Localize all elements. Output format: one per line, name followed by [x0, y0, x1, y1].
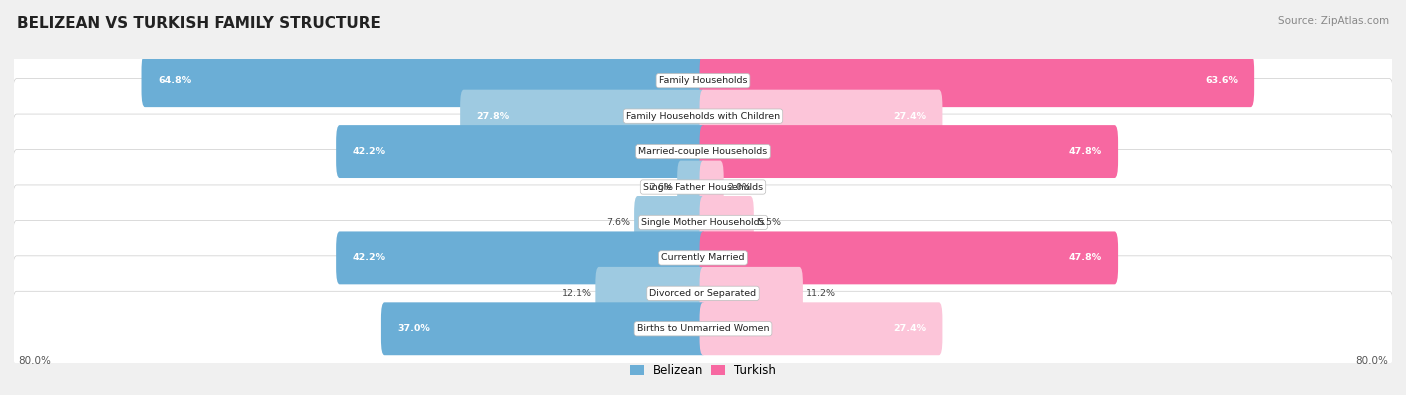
- Legend: Belizean, Turkish: Belizean, Turkish: [626, 359, 780, 382]
- Text: Source: ZipAtlas.com: Source: ZipAtlas.com: [1278, 16, 1389, 26]
- FancyBboxPatch shape: [142, 54, 706, 107]
- Text: 47.8%: 47.8%: [1069, 147, 1102, 156]
- FancyBboxPatch shape: [700, 90, 942, 143]
- FancyBboxPatch shape: [13, 149, 1393, 224]
- FancyBboxPatch shape: [700, 196, 754, 249]
- Text: BELIZEAN VS TURKISH FAMILY STRUCTURE: BELIZEAN VS TURKISH FAMILY STRUCTURE: [17, 16, 381, 31]
- Text: 47.8%: 47.8%: [1069, 254, 1102, 262]
- Text: 80.0%: 80.0%: [1355, 356, 1388, 365]
- FancyBboxPatch shape: [700, 160, 724, 213]
- Text: 27.4%: 27.4%: [893, 324, 927, 333]
- Text: 5.5%: 5.5%: [758, 218, 782, 227]
- Text: Single Mother Households: Single Mother Households: [641, 218, 765, 227]
- FancyBboxPatch shape: [13, 43, 1393, 118]
- FancyBboxPatch shape: [700, 54, 1254, 107]
- FancyBboxPatch shape: [13, 291, 1393, 366]
- Text: Single Father Households: Single Father Households: [643, 182, 763, 192]
- Text: 63.6%: 63.6%: [1205, 76, 1237, 85]
- Text: 27.4%: 27.4%: [893, 112, 927, 120]
- FancyBboxPatch shape: [13, 256, 1393, 331]
- FancyBboxPatch shape: [678, 160, 706, 213]
- Text: Family Households with Children: Family Households with Children: [626, 112, 780, 120]
- FancyBboxPatch shape: [700, 125, 1118, 178]
- FancyBboxPatch shape: [700, 302, 942, 355]
- FancyBboxPatch shape: [336, 231, 706, 284]
- FancyBboxPatch shape: [700, 231, 1118, 284]
- Text: 80.0%: 80.0%: [18, 356, 51, 365]
- FancyBboxPatch shape: [13, 220, 1393, 295]
- FancyBboxPatch shape: [13, 185, 1393, 260]
- FancyBboxPatch shape: [700, 267, 803, 320]
- FancyBboxPatch shape: [460, 90, 706, 143]
- Text: 11.2%: 11.2%: [807, 289, 837, 298]
- Text: 42.2%: 42.2%: [353, 254, 385, 262]
- FancyBboxPatch shape: [336, 125, 706, 178]
- Text: 12.1%: 12.1%: [562, 289, 592, 298]
- Text: Married-couple Households: Married-couple Households: [638, 147, 768, 156]
- Text: 2.6%: 2.6%: [650, 182, 673, 192]
- FancyBboxPatch shape: [13, 79, 1393, 154]
- Text: Births to Unmarried Women: Births to Unmarried Women: [637, 324, 769, 333]
- Text: 37.0%: 37.0%: [398, 324, 430, 333]
- FancyBboxPatch shape: [381, 302, 706, 355]
- Text: 64.8%: 64.8%: [157, 76, 191, 85]
- Text: 42.2%: 42.2%: [353, 147, 385, 156]
- Text: 2.0%: 2.0%: [727, 182, 751, 192]
- FancyBboxPatch shape: [13, 114, 1393, 189]
- Text: 27.8%: 27.8%: [477, 112, 509, 120]
- FancyBboxPatch shape: [595, 267, 706, 320]
- Text: Currently Married: Currently Married: [661, 254, 745, 262]
- Text: Family Households: Family Households: [659, 76, 747, 85]
- FancyBboxPatch shape: [634, 196, 706, 249]
- Text: 7.6%: 7.6%: [606, 218, 631, 227]
- Text: Divorced or Separated: Divorced or Separated: [650, 289, 756, 298]
